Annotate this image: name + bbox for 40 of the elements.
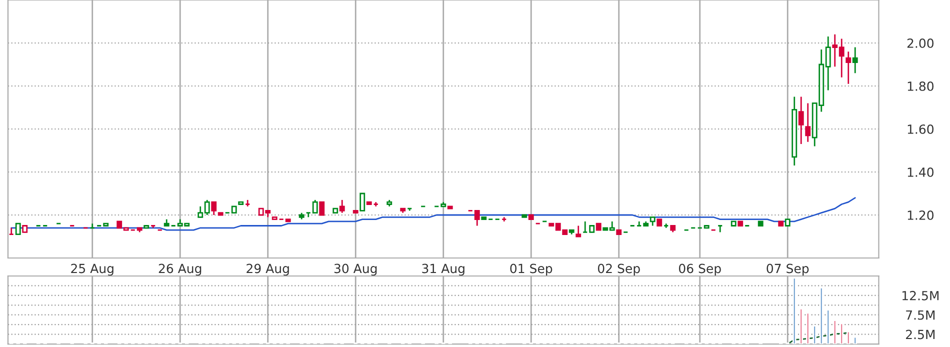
x-tick-label: 07 Sep — [766, 264, 809, 276]
bar — [819, 286, 824, 344]
candlestick — [312, 199, 318, 214]
candlestick — [576, 225, 582, 238]
y-tick-label: 1.60 — [908, 124, 934, 134]
candlestick — [474, 210, 480, 226]
y-tick-label: 7.5M — [906, 310, 935, 320]
bar — [812, 325, 816, 344]
bar — [846, 330, 850, 344]
bar — [840, 322, 844, 344]
bar — [792, 277, 796, 344]
candlestick — [798, 96, 804, 145]
candlestick — [805, 102, 811, 143]
x-tick-label: 26 Aug — [158, 264, 202, 276]
y-tick-label: 12.5M — [902, 290, 939, 300]
x-tick-label: 02 Sep — [598, 264, 640, 276]
x-tick-label: 30 Aug — [334, 264, 377, 276]
y-tick-label: 1.20 — [908, 210, 934, 220]
bar — [833, 320, 837, 344]
candlestick — [339, 199, 345, 214]
candlestick — [852, 46, 858, 74]
x-tick-label: 25 Aug — [71, 264, 114, 276]
candlestick — [211, 201, 217, 216]
x-tick-label: 01 Sep — [510, 264, 552, 276]
x-tick-label: 06 Sep — [678, 264, 721, 276]
bar — [853, 336, 857, 344]
line-series — [786, 332, 850, 344]
candlestick — [846, 50, 852, 85]
y-tick-label: 2.00 — [907, 38, 934, 48]
x-tick-label: 31 Aug — [422, 264, 464, 276]
y-tick-label: 1.40 — [908, 167, 934, 177]
y-tick-label: 2.5M — [906, 330, 935, 340]
bar — [826, 309, 830, 344]
candlestick — [360, 192, 366, 212]
candlestick — [319, 201, 325, 216]
bar — [799, 308, 803, 344]
line-series — [10, 197, 856, 231]
y-tick-label: 1.80 — [908, 81, 934, 91]
x-tick-label: 29 Aug — [246, 264, 289, 276]
bar — [806, 312, 810, 344]
